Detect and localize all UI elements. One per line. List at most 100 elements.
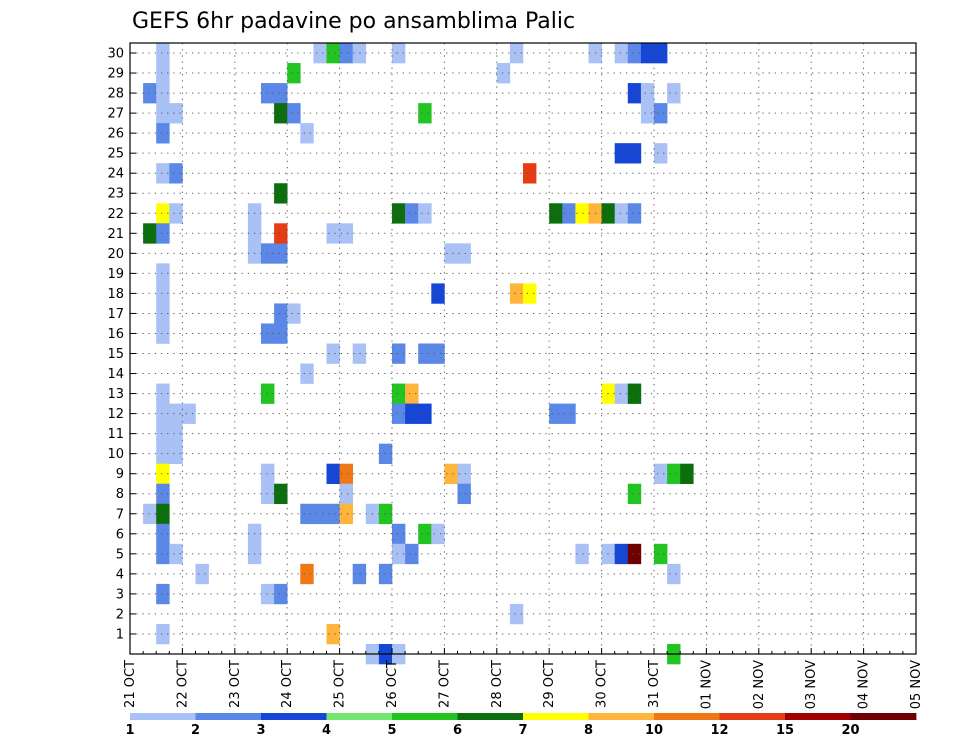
y-tick-label: 12 <box>107 407 124 422</box>
x-tick-label: 04 NOV <box>857 660 872 709</box>
grid-lines <box>130 43 916 654</box>
heatmap-cell <box>627 543 642 565</box>
colorbar-swatch <box>654 713 720 720</box>
heatmap-cell <box>169 403 183 424</box>
heatmap-cell <box>300 363 314 384</box>
y-tick-label: 19 <box>107 267 124 282</box>
x-tick-label: 24 OCT <box>280 660 295 708</box>
colorbar-swatch <box>523 713 589 720</box>
x-tick-label: 29 OCT <box>542 660 557 708</box>
heatmap-cell <box>156 523 170 545</box>
heatmap-cell <box>640 83 655 104</box>
heatmap-cell <box>156 403 170 424</box>
heatmap-cell <box>156 163 170 184</box>
heatmap-cell <box>274 223 288 244</box>
heatmap-cell <box>392 543 406 565</box>
heatmap-cell <box>339 483 353 505</box>
heatmap-cell <box>509 603 524 625</box>
y-tick-label: 25 <box>107 147 124 162</box>
colorbar-label: 6 <box>453 723 462 738</box>
heatmap-cell <box>274 243 288 264</box>
heatmap-cell <box>392 383 406 404</box>
x-tick-label: 03 NOV <box>804 660 819 709</box>
heatmap-cell <box>614 543 629 565</box>
heatmap-cell <box>392 523 406 545</box>
colorbar-label: 1 <box>125 723 134 738</box>
heatmap-cell <box>156 283 170 304</box>
heatmap-cell <box>195 563 209 585</box>
x-tick-label: 23 OCT <box>228 660 243 708</box>
heatmap-cell <box>274 183 288 204</box>
heatmap-cell <box>326 503 340 525</box>
heatmap-cell <box>627 383 642 404</box>
colorbar-label: 2 <box>191 723 200 738</box>
colorbar-swatch <box>457 713 524 720</box>
heatmap-cell <box>392 203 406 224</box>
heatmap-cell <box>418 343 432 364</box>
heatmap-cell <box>392 403 406 424</box>
colorbar-swatch <box>130 713 196 720</box>
y-axis-labels: 1234567891011121314151617181920212223242… <box>107 47 124 643</box>
y-tick-label: 7 <box>116 507 124 522</box>
heatmap-cell <box>457 483 471 505</box>
y-tick-label: 17 <box>107 307 124 322</box>
heatmap-cell <box>274 103 288 124</box>
heatmap-cell <box>156 123 170 144</box>
heatmap-cell <box>680 463 694 485</box>
heatmap-cell <box>261 83 275 104</box>
colorbar-label: 5 <box>387 723 396 738</box>
heatmap-cell <box>156 443 170 464</box>
heatmap-cell <box>156 463 170 485</box>
y-tick-label: 27 <box>107 107 124 122</box>
heatmap-cell <box>287 63 301 84</box>
y-tick-label: 22 <box>107 207 124 222</box>
y-tick-label: 28 <box>107 87 124 102</box>
heatmap-cell <box>339 43 353 64</box>
heatmap-cell <box>287 303 301 324</box>
y-tick-label: 9 <box>116 467 124 482</box>
heatmap-cell <box>339 223 353 244</box>
heatmap-cell <box>614 143 629 164</box>
heatmap-cell <box>457 463 471 485</box>
heatmap-cell <box>627 483 642 505</box>
heatmap-cell <box>418 403 432 424</box>
heatmap-cell <box>405 543 419 565</box>
heatmap-cell <box>274 83 288 104</box>
heatmap-cell <box>405 383 419 404</box>
heatmap-cell <box>156 543 170 565</box>
heatmap-cell <box>156 263 170 284</box>
heatmap-cell <box>575 543 589 565</box>
colorbar-swatch <box>195 713 262 720</box>
heatmap-cell <box>431 283 445 304</box>
colorbar-swatch <box>392 713 458 720</box>
heatmap-cell <box>169 163 183 184</box>
colorbar-label: 8 <box>584 723 593 738</box>
heatmap-cell <box>326 343 340 364</box>
heatmap-cell <box>326 43 340 64</box>
colorbar-swatch <box>785 713 851 720</box>
heatmap-cell <box>313 503 327 525</box>
heatmap-cell <box>156 483 170 505</box>
y-tick-label: 2 <box>116 607 124 622</box>
y-tick-label: 4 <box>116 567 124 582</box>
heatmap-cell <box>339 503 353 525</box>
axis-ticks <box>129 52 917 654</box>
x-tick-label: 22 OCT <box>175 660 190 708</box>
heatmap-cell <box>156 323 170 344</box>
heatmap-cell <box>627 83 642 104</box>
heatmap-cell <box>431 343 445 364</box>
heatmap-cell <box>562 203 576 224</box>
heatmap-cell <box>418 103 432 124</box>
heatmap-cell <box>549 403 563 424</box>
heatmap-cell <box>654 103 668 124</box>
x-tick-label: 05 NOV <box>909 660 924 709</box>
heatmap-cell <box>509 283 524 304</box>
heatmap-cell <box>274 583 288 605</box>
y-tick-label: 24 <box>107 167 124 182</box>
heatmap-cell <box>562 403 576 424</box>
colorbar-label: 3 <box>256 723 265 738</box>
heatmap-cell <box>156 583 170 605</box>
heatmap-cell <box>300 123 314 144</box>
y-tick-label: 6 <box>116 527 124 542</box>
colorbar-label: 10 <box>645 723 663 738</box>
